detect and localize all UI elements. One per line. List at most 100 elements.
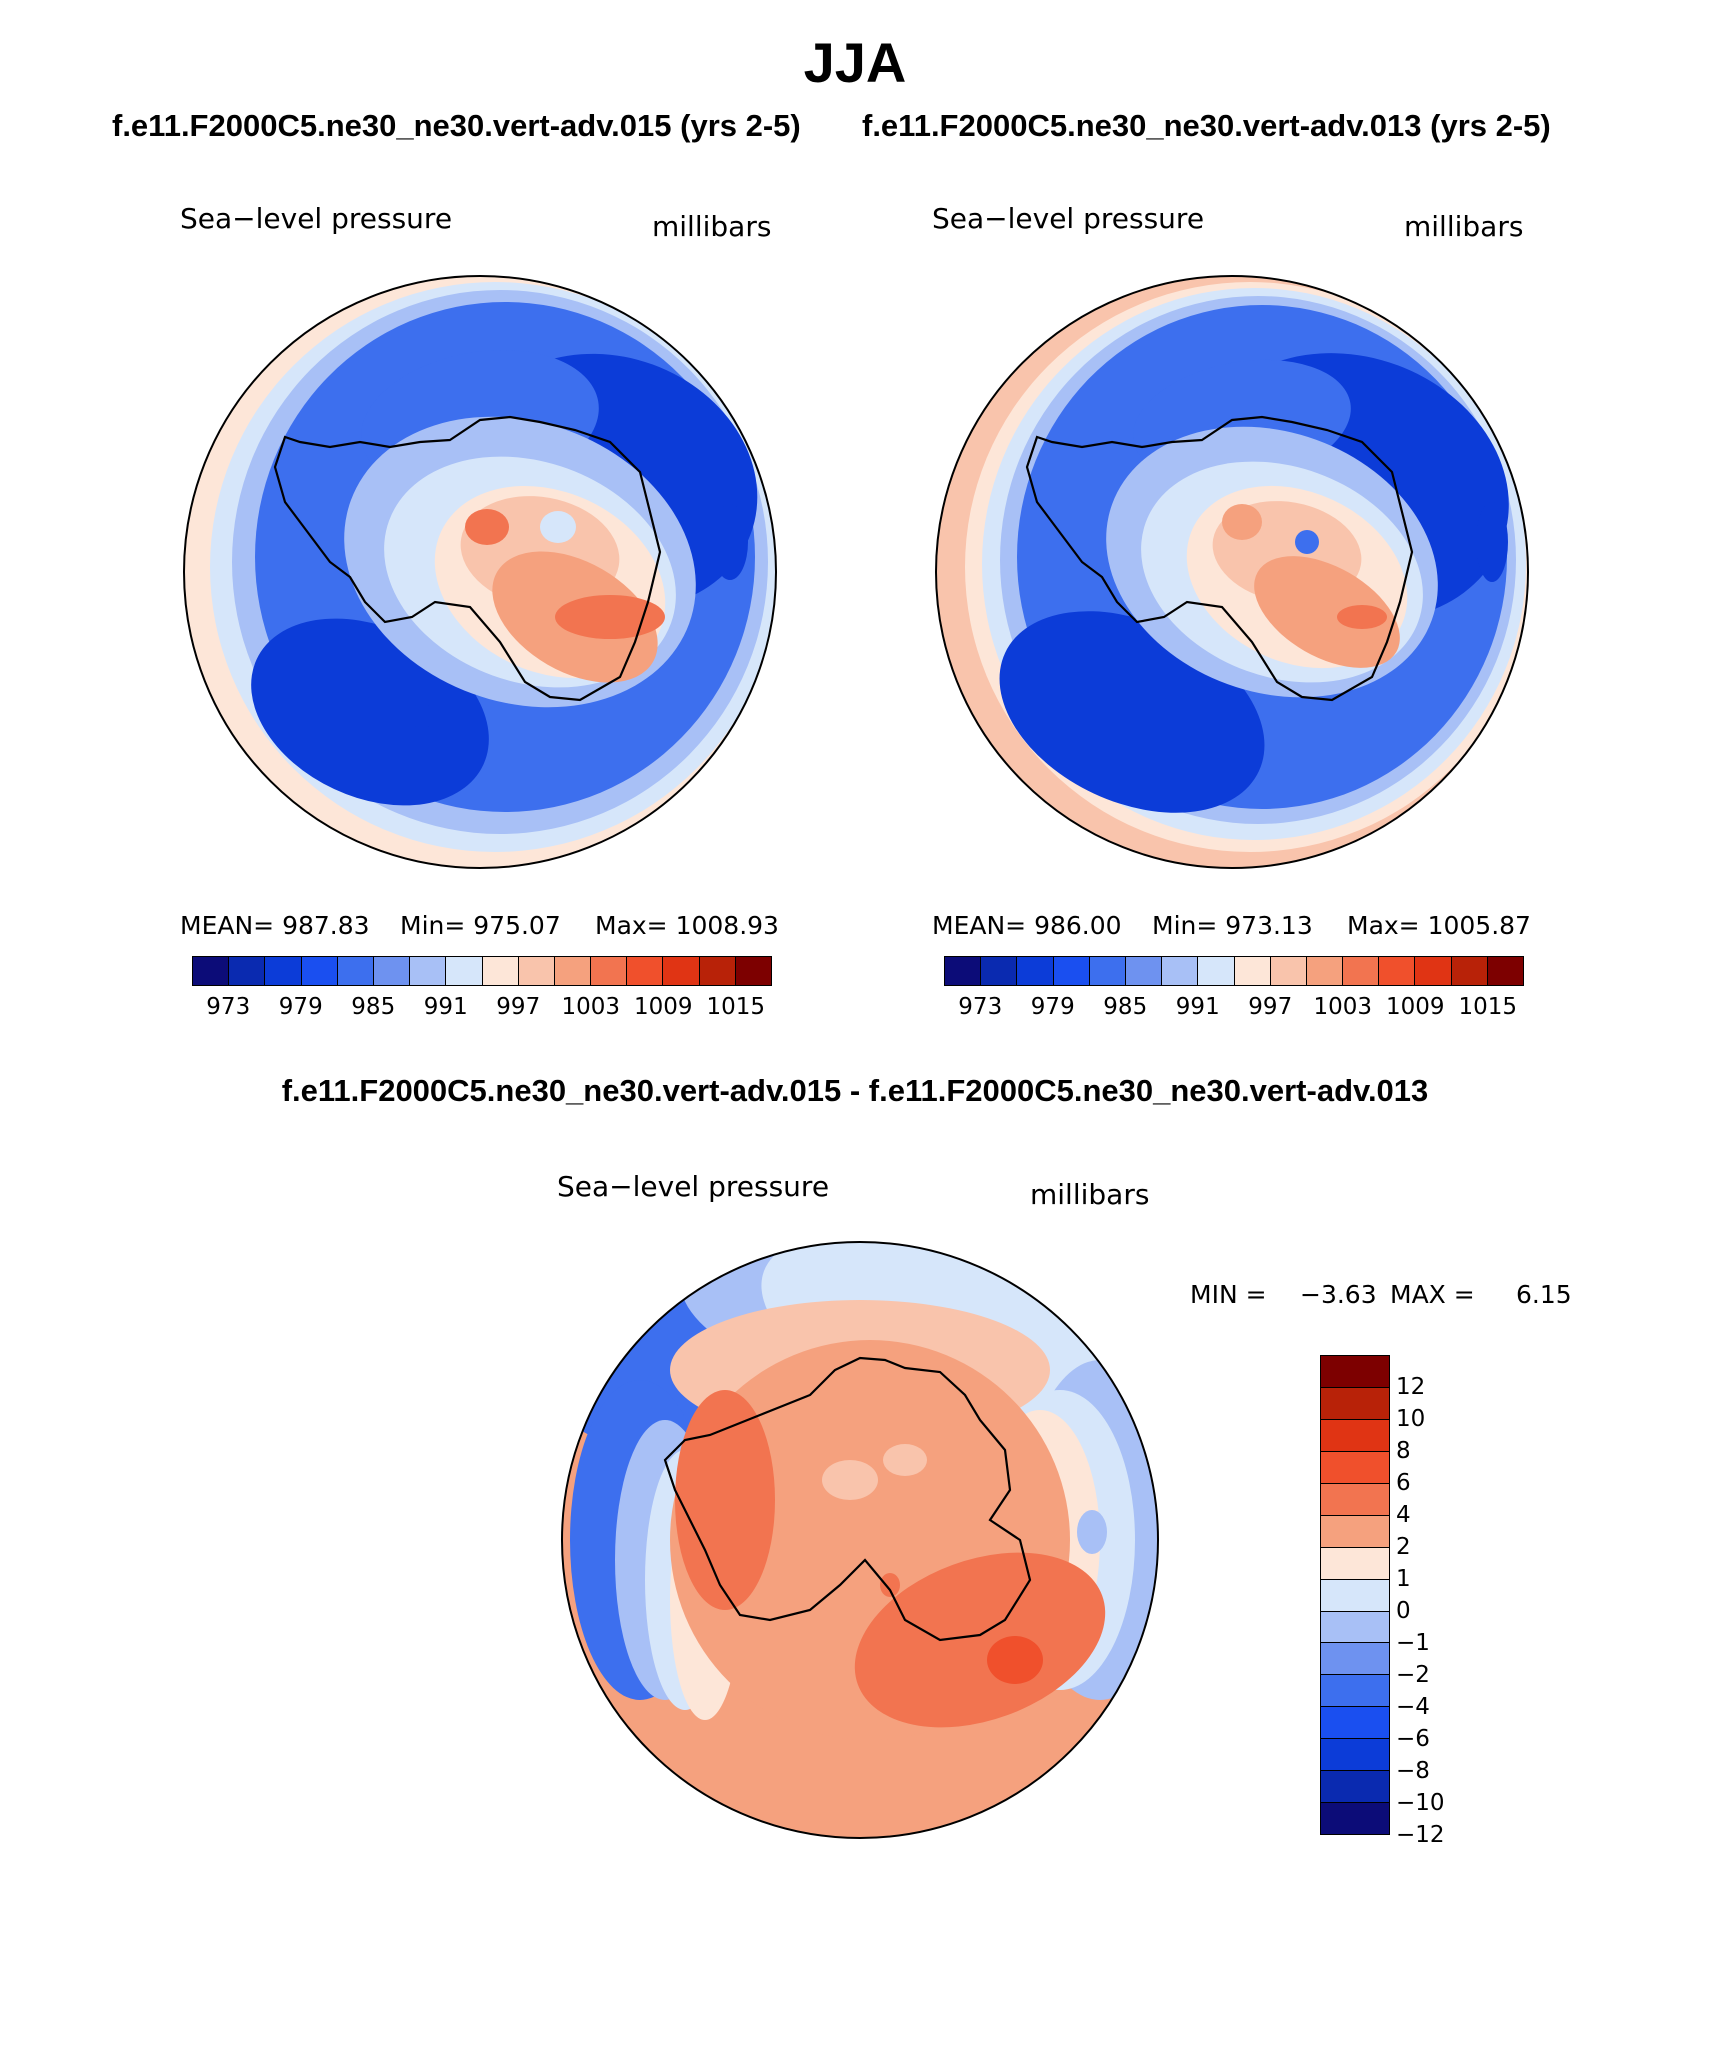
- colorbar-tick-label: 1: [1396, 1566, 1411, 1592]
- map-field: [883, 1444, 927, 1476]
- map-field: [1254, 556, 1400, 668]
- colorbar-swatch: [1321, 1482, 1389, 1515]
- colorbar-swatch: [1486, 957, 1523, 985]
- panel1-units: millibars: [652, 210, 772, 243]
- colorbar-swatch: [590, 957, 627, 985]
- colorbar-tick-label: 985: [351, 994, 396, 1020]
- map-field: [987, 1636, 1043, 1684]
- colorbar-tick-label: −8: [1396, 1758, 1430, 1784]
- panel2-colorbar-ticks: 973 979 985 991 997 1003 1009 1015: [944, 994, 1524, 1024]
- colorbar-swatch: [1321, 1706, 1389, 1739]
- colorbar-tick-label: 0: [1396, 1598, 1411, 1624]
- panel2-polar-map: [935, 275, 1529, 869]
- colorbar-swatch: [517, 957, 554, 985]
- colorbar-tick-label: 10: [1396, 1406, 1426, 1432]
- map-field: [712, 504, 748, 580]
- colorbar-swatch: [1124, 957, 1162, 985]
- map-field: [555, 595, 665, 639]
- colorbar-tick-label: 979: [1030, 994, 1075, 1020]
- map-field: [854, 1552, 1106, 1728]
- colorbar-swatch: [1016, 957, 1053, 985]
- diff-variable: Sea−level pressure: [557, 1170, 830, 1203]
- colorbar-tick-label: −1: [1396, 1630, 1430, 1656]
- case1-title: f.e11.F2000C5.ne30_ne30.vert-adv.015 (yr…: [112, 108, 801, 143]
- colorbar-tick-label: 985: [1103, 994, 1148, 1020]
- colorbar-swatch: [1321, 1738, 1389, 1771]
- colorbar-tick-label: −6: [1396, 1726, 1430, 1752]
- panel1-min: Min= 975.07: [400, 911, 561, 940]
- panel2-colorbar: [944, 956, 1524, 986]
- colorbar-swatch: [1321, 1770, 1389, 1803]
- map-field: [880, 1573, 900, 1597]
- colorbar-tick-label: 973: [958, 994, 1003, 1020]
- colorbar-swatch: [980, 957, 1017, 985]
- colorbar-swatch: [193, 957, 229, 985]
- map-field: [1222, 504, 1262, 540]
- map-border: [183, 275, 777, 869]
- colorbar-swatch: [1321, 1514, 1389, 1547]
- panel1-colorbar-ticks: 973 979 985 991 997 1003 1009 1015: [192, 994, 772, 1024]
- colorbar-swatch: [1321, 1674, 1389, 1707]
- colorbar-tick-label: 991: [1175, 994, 1220, 1020]
- diff-colorbar: [1320, 1355, 1390, 1835]
- colorbar-swatch: [481, 957, 518, 985]
- colorbar-swatch: [1321, 1578, 1389, 1611]
- colorbar-swatch: [1321, 1386, 1389, 1419]
- colorbar-swatch: [1321, 1450, 1389, 1483]
- colorbar-swatch: [626, 957, 663, 985]
- map-border: [561, 1241, 1159, 1839]
- colorbar-swatch: [1342, 957, 1379, 985]
- map-field: [1476, 502, 1508, 582]
- diff-units: millibars: [1030, 1178, 1150, 1211]
- colorbar-tick-label: 1015: [1458, 994, 1518, 1020]
- colorbar-swatch: [300, 957, 337, 985]
- colorbar-swatch: [1321, 1546, 1389, 1579]
- colorbar-swatch: [1161, 957, 1198, 985]
- colorbar-tick-label: −10: [1396, 1790, 1445, 1816]
- diff-colorbar-ticks: 12 10 8 6 4 2 1 0 −1 −2 −4 −6 −8 −10 −12: [1396, 1355, 1476, 1848]
- diff-max-value: 6.15: [1516, 1280, 1572, 1309]
- colorbar-tick-label: 997: [496, 994, 541, 1020]
- colorbar-swatch: [1305, 957, 1343, 985]
- season-title: JJA: [803, 31, 907, 94]
- panel2-units: millibars: [1404, 210, 1524, 243]
- map-field: [675, 1390, 775, 1610]
- colorbar-swatch: [228, 957, 265, 985]
- colorbar-tick-label: 6: [1396, 1470, 1411, 1496]
- colorbar-tick-label: 1009: [633, 994, 693, 1020]
- colorbar-swatch: [409, 957, 446, 985]
- diff-polar-map: [561, 1241, 1159, 1839]
- colorbar-tick-label: 2: [1396, 1534, 1411, 1560]
- colorbar-tick-label: 973: [206, 994, 251, 1020]
- coastline: [1025, 415, 1414, 702]
- panel1-max: Max= 1008.93: [595, 911, 779, 940]
- map-field: [465, 509, 509, 545]
- diff-max-label: MAX =: [1390, 1280, 1475, 1309]
- colorbar-swatch: [553, 957, 591, 985]
- colorbar-swatch: [1233, 957, 1270, 985]
- diff-min-label: MIN =: [1190, 1280, 1267, 1309]
- diff-min-value: −3.63: [1300, 1280, 1377, 1309]
- panel2-variable: Sea−level pressure: [932, 202, 1205, 235]
- colorbar-swatch: [1321, 1610, 1389, 1643]
- colorbar-tick-label: −12: [1396, 1822, 1445, 1848]
- coastline: [663, 1356, 1032, 1642]
- colorbar-tick-label: 979: [278, 994, 323, 1020]
- colorbar-swatch: [336, 957, 373, 985]
- map-field: [1337, 605, 1387, 629]
- colorbar-swatch: [1378, 957, 1415, 985]
- panel2-min: Min= 973.13: [1152, 911, 1313, 940]
- colorbar-tick-label: 8: [1396, 1438, 1411, 1464]
- colorbar-swatch: [734, 957, 771, 985]
- map-field: [1077, 1510, 1107, 1554]
- colorbar-tick-label: 1015: [706, 994, 766, 1020]
- case2-title: f.e11.F2000C5.ne30_ne30.vert-adv.013 (yr…: [862, 108, 1551, 143]
- colorbar-swatch: [1321, 1418, 1389, 1451]
- colorbar-tick-label: 1003: [561, 994, 621, 1020]
- panel1-polar-map: [183, 275, 777, 869]
- colorbar-swatch: [445, 957, 482, 985]
- colorbar-swatch: [1321, 1802, 1389, 1835]
- panel1-mean: MEAN= 987.83: [180, 911, 370, 940]
- coastline: [273, 415, 662, 702]
- colorbar-swatch: [264, 957, 301, 985]
